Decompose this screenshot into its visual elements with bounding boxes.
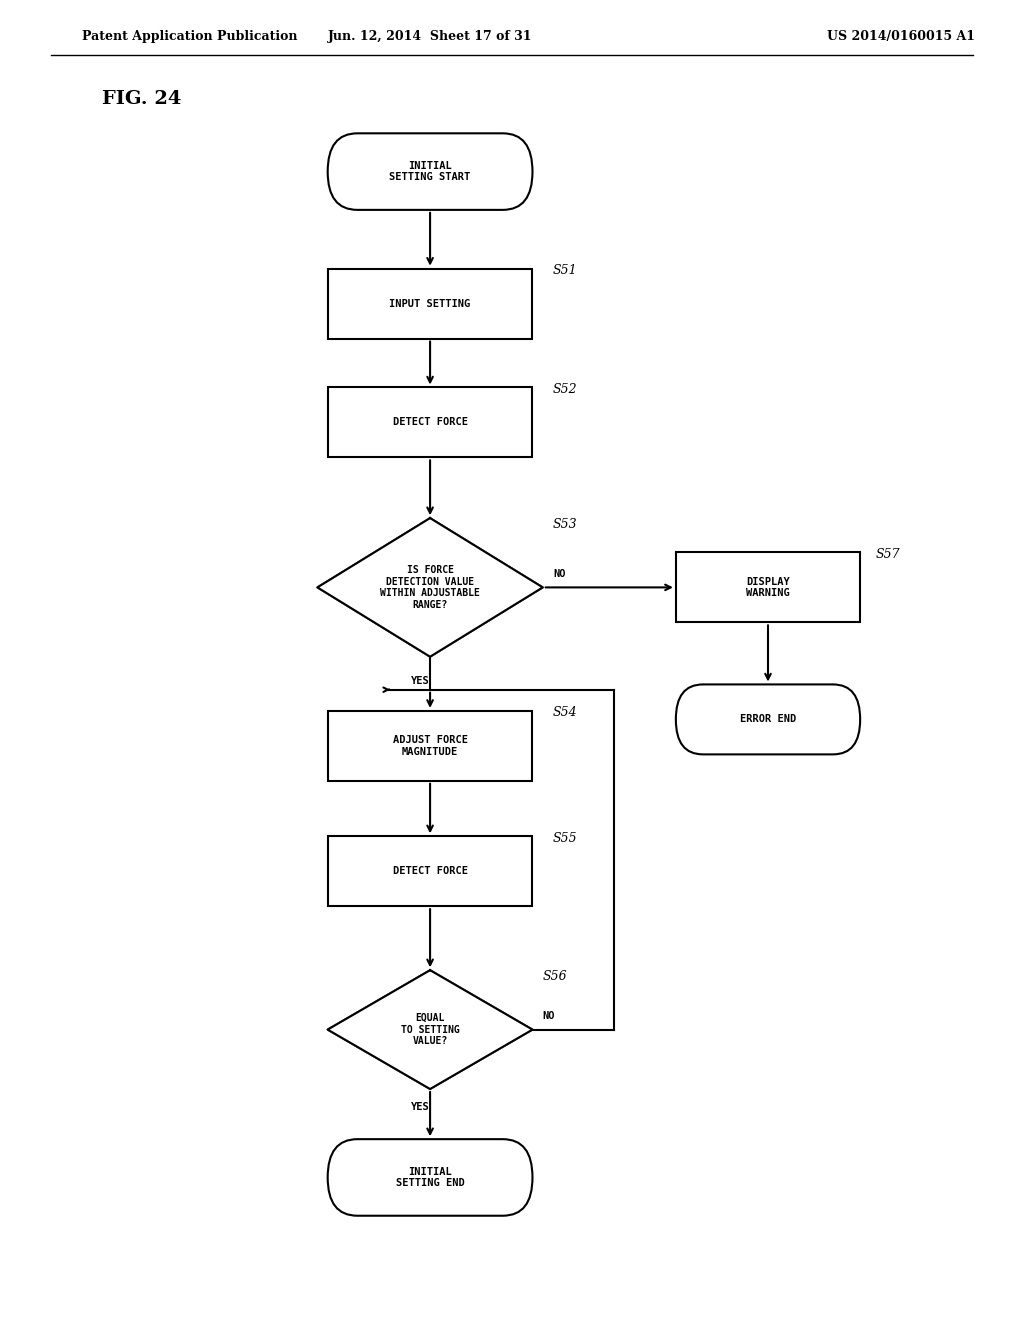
Bar <box>328 837 532 906</box>
FancyBboxPatch shape <box>328 1139 532 1216</box>
Text: S54: S54 <box>553 706 578 719</box>
Text: Patent Application Publication: Patent Application Publication <box>82 30 297 44</box>
Text: INPUT SETTING: INPUT SETTING <box>389 298 471 309</box>
Text: Jun. 12, 2014  Sheet 17 of 31: Jun. 12, 2014 Sheet 17 of 31 <box>328 30 532 44</box>
Text: S52: S52 <box>553 383 578 396</box>
FancyBboxPatch shape <box>676 685 860 755</box>
Bar <box>676 552 860 622</box>
Bar <box>328 387 532 457</box>
Text: ERROR END: ERROR END <box>740 714 796 725</box>
Text: DETECT FORCE: DETECT FORCE <box>392 866 468 876</box>
Text: DISPLAY
WARNING: DISPLAY WARNING <box>746 577 790 598</box>
Text: ADJUST FORCE
MAGNITUDE: ADJUST FORCE MAGNITUDE <box>392 735 468 756</box>
Text: INITIAL
SETTING END: INITIAL SETTING END <box>395 1167 465 1188</box>
Text: YES: YES <box>411 676 429 686</box>
Text: S55: S55 <box>553 832 578 845</box>
Text: FIG. 24: FIG. 24 <box>102 90 182 108</box>
Text: EQUAL
TO SETTING
VALUE?: EQUAL TO SETTING VALUE? <box>400 1012 460 1047</box>
Text: S53: S53 <box>553 519 578 531</box>
Text: NO: NO <box>543 1011 555 1022</box>
FancyBboxPatch shape <box>328 133 532 210</box>
Polygon shape <box>328 970 532 1089</box>
Text: S51: S51 <box>553 264 578 277</box>
Text: IS FORCE
DETECTION VALUE
WITHIN ADJUSTABLE
RANGE?: IS FORCE DETECTION VALUE WITHIN ADJUSTAB… <box>380 565 480 610</box>
Text: DETECT FORCE: DETECT FORCE <box>392 417 468 428</box>
Bar <box>328 268 532 338</box>
Text: US 2014/0160015 A1: US 2014/0160015 A1 <box>827 30 975 44</box>
Polygon shape <box>317 517 543 656</box>
Text: S56: S56 <box>543 970 567 983</box>
Text: S57: S57 <box>876 548 900 561</box>
Text: INITIAL
SETTING START: INITIAL SETTING START <box>389 161 471 182</box>
Text: YES: YES <box>411 1102 429 1113</box>
Text: NO: NO <box>553 569 565 579</box>
Bar <box>328 710 532 781</box>
